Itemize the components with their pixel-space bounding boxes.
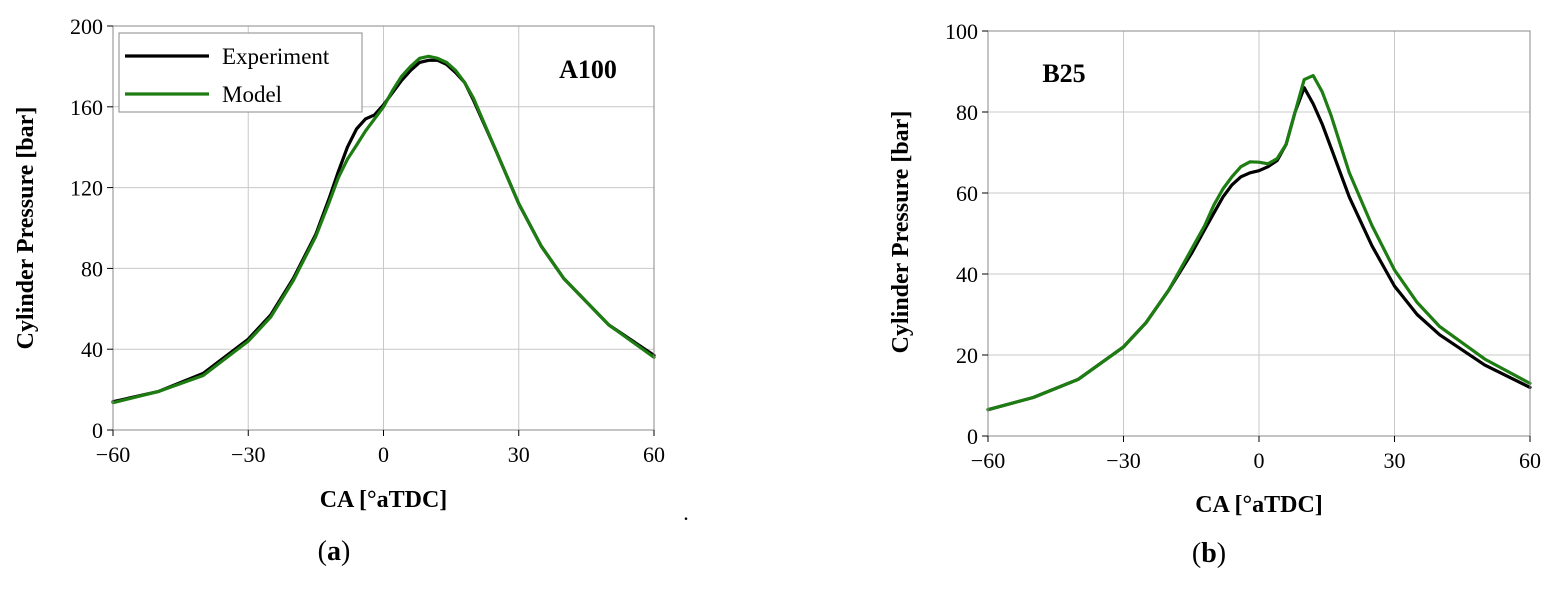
panel-label: (b) [1192, 538, 1226, 569]
y-tick-label: 40 [956, 262, 978, 287]
x-axis-label: CA [°aTDC] [1195, 492, 1323, 518]
x-tick-label: 60 [1519, 448, 1541, 473]
legend-label-experiment: Experiment [222, 44, 330, 69]
y-tick-label: 40 [81, 337, 103, 362]
panel-label-open: ( [318, 536, 327, 567]
series-line-model [111, 54, 656, 405]
legend-label-model: Model [222, 82, 282, 107]
panel-annotation: A100 [559, 55, 617, 84]
y-tick-label: 0 [967, 424, 978, 449]
chart-a: −60 −30 0 30 60 0 40 80 120 160 200 CA [°aTDC] Cylin… [13, 14, 665, 567]
panel-label-letter: b [1201, 538, 1217, 569]
panel-label: (a) [318, 536, 351, 567]
panel-label-open: ( [1192, 538, 1201, 569]
y-tick-label: 200 [70, 14, 103, 39]
y-tick-label: 120 [70, 176, 103, 201]
series-line-model [986, 74, 1532, 412]
y-tick-label: 80 [956, 100, 978, 125]
y-tick-label: 80 [81, 256, 103, 281]
legend: Experiment Model [118, 32, 363, 113]
x-tick-label: −30 [231, 442, 265, 467]
y-axis-label: Cylinder Pressure [bar] [888, 111, 914, 354]
y-axis-label: Cylinder Pressure [bar] [13, 107, 39, 350]
x-tick-label: −30 [1106, 448, 1140, 473]
legend-box [118, 32, 363, 113]
stray-mark: . [683, 500, 689, 525]
x-tick-label: −60 [971, 448, 1005, 473]
y-tick-label: 100 [945, 19, 978, 44]
gridlines [988, 31, 1530, 436]
y-tick-label: 160 [70, 95, 103, 120]
y-tick-label: 0 [92, 418, 103, 443]
y-tick-label: 20 [956, 343, 978, 368]
panel-annotation: B25 [1042, 59, 1085, 88]
x-tick-label: −60 [96, 442, 130, 467]
x-tick-label: 0 [1254, 448, 1265, 473]
x-tick-label: 30 [508, 442, 530, 467]
x-axis-label: CA [°aTDC] [320, 487, 448, 513]
panel-label-letter: a [327, 536, 341, 567]
panel-label-close: ) [1217, 538, 1226, 569]
y-tick-label: 60 [956, 181, 978, 206]
panel-label-close: ) [341, 536, 350, 567]
x-tick-label: 60 [643, 442, 665, 467]
x-tick-label: 30 [1384, 448, 1406, 473]
chart-b: −60 −30 0 30 60 0 20 40 60 80 100 CA [°aTDC] Cylinde… [888, 19, 1541, 569]
x-tick-label: 0 [378, 442, 389, 467]
